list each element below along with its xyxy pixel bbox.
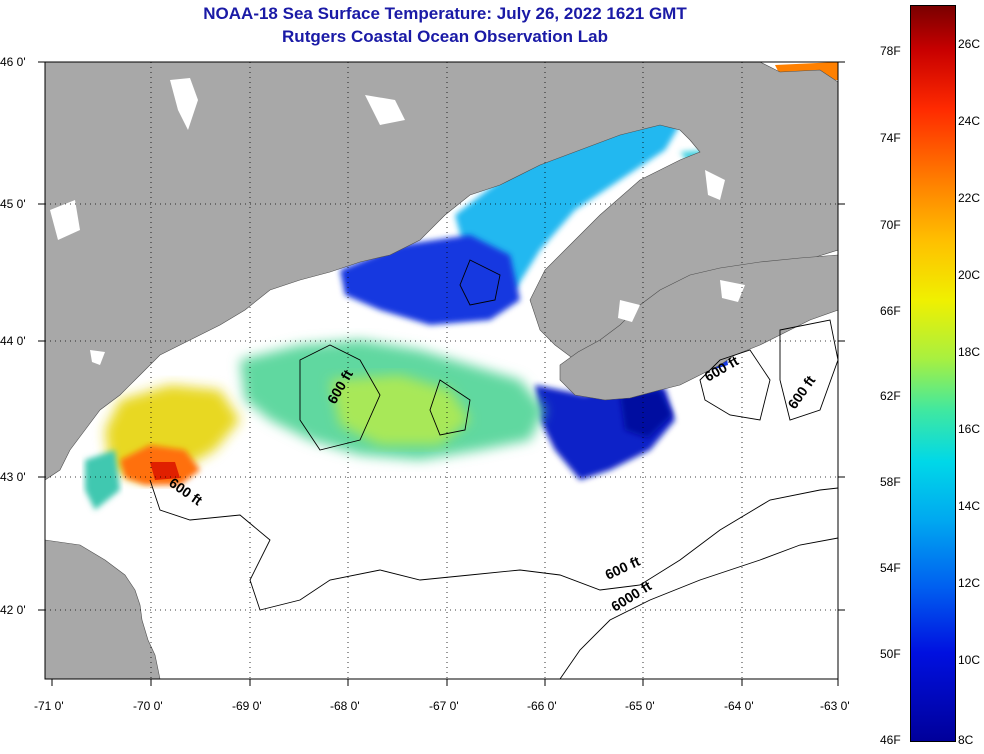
axis-ticks xyxy=(38,61,845,686)
map-title: NOAA-18 Sea Surface Temperature: July 26… xyxy=(203,4,687,23)
nodata-land-patches xyxy=(50,78,745,365)
lat-label: 42 0' xyxy=(0,603,26,617)
temperature-colorbar xyxy=(910,5,956,742)
lon-label: -70 0' xyxy=(133,699,163,713)
colorbar-c-label: 26C xyxy=(958,37,981,51)
sst-cold-core xyxy=(620,390,672,438)
sst-coastal-maine-cold xyxy=(340,235,520,325)
colorbar-f-label: 46F xyxy=(880,733,901,747)
lon-label: -66 0' xyxy=(527,699,557,713)
map-frame xyxy=(44,61,839,680)
colorbar-f-label: 62F xyxy=(880,389,901,403)
lon-label: -68 0' xyxy=(330,699,360,713)
land-cape-cod xyxy=(45,539,161,679)
sst-bay-of-fundy xyxy=(455,108,690,290)
sst-map: 600 ft 600 ft 600 ft 600 ft 600 ft 6000 … xyxy=(38,61,845,686)
lat-label: 46 0' xyxy=(0,55,26,69)
colorbar-c-label: 22C xyxy=(958,191,981,205)
colorbar-f-label: 78F xyxy=(880,44,901,58)
sst-cape-ann xyxy=(85,450,120,510)
colorbar-c-label: 18C xyxy=(958,345,981,359)
colorbar-f-label: 74F xyxy=(880,131,901,145)
lon-label: -65 0' xyxy=(625,699,655,713)
land-nova-scotia xyxy=(559,254,838,401)
lat-label: 43 0' xyxy=(0,470,26,484)
colorbar-c-label: 20C xyxy=(958,268,981,282)
lat-label: 45 0' xyxy=(0,197,26,211)
colorbar-f-label: 66F xyxy=(880,304,901,318)
colorbar-c-label: 14C xyxy=(958,499,981,513)
lon-label: -71 0' xyxy=(34,699,64,713)
lat-label: 44 0' xyxy=(0,334,26,348)
bathymetry-contours xyxy=(149,259,839,680)
colorbar-c-label: 24C xyxy=(958,114,981,128)
colorbar-c-label: 8C xyxy=(958,733,974,747)
lon-label: -69 0' xyxy=(232,699,262,713)
graticule xyxy=(45,62,838,679)
sst-central-warm xyxy=(330,375,470,445)
lon-label: -64 0' xyxy=(724,699,754,713)
lon-label: -63 0' xyxy=(820,699,850,713)
land-layer xyxy=(45,62,838,679)
sst-hot-core xyxy=(150,462,180,480)
colorbar-c-label: 16C xyxy=(958,422,981,436)
colorbar-f-label: 70F xyxy=(880,218,901,232)
colorbar-f-label: 50F xyxy=(880,647,901,661)
lon-label: -67 0' xyxy=(429,699,459,713)
colorbar-c-label: 10C xyxy=(958,653,981,667)
map-subtitle: Rutgers Coastal Ocean Observation Lab xyxy=(282,27,608,46)
colorbar-f-label: 54F xyxy=(880,561,901,575)
sst-data-layer xyxy=(85,62,838,510)
colorbar-c-label: 12C xyxy=(958,576,981,590)
colorbar-f-label: 58F xyxy=(880,475,901,489)
